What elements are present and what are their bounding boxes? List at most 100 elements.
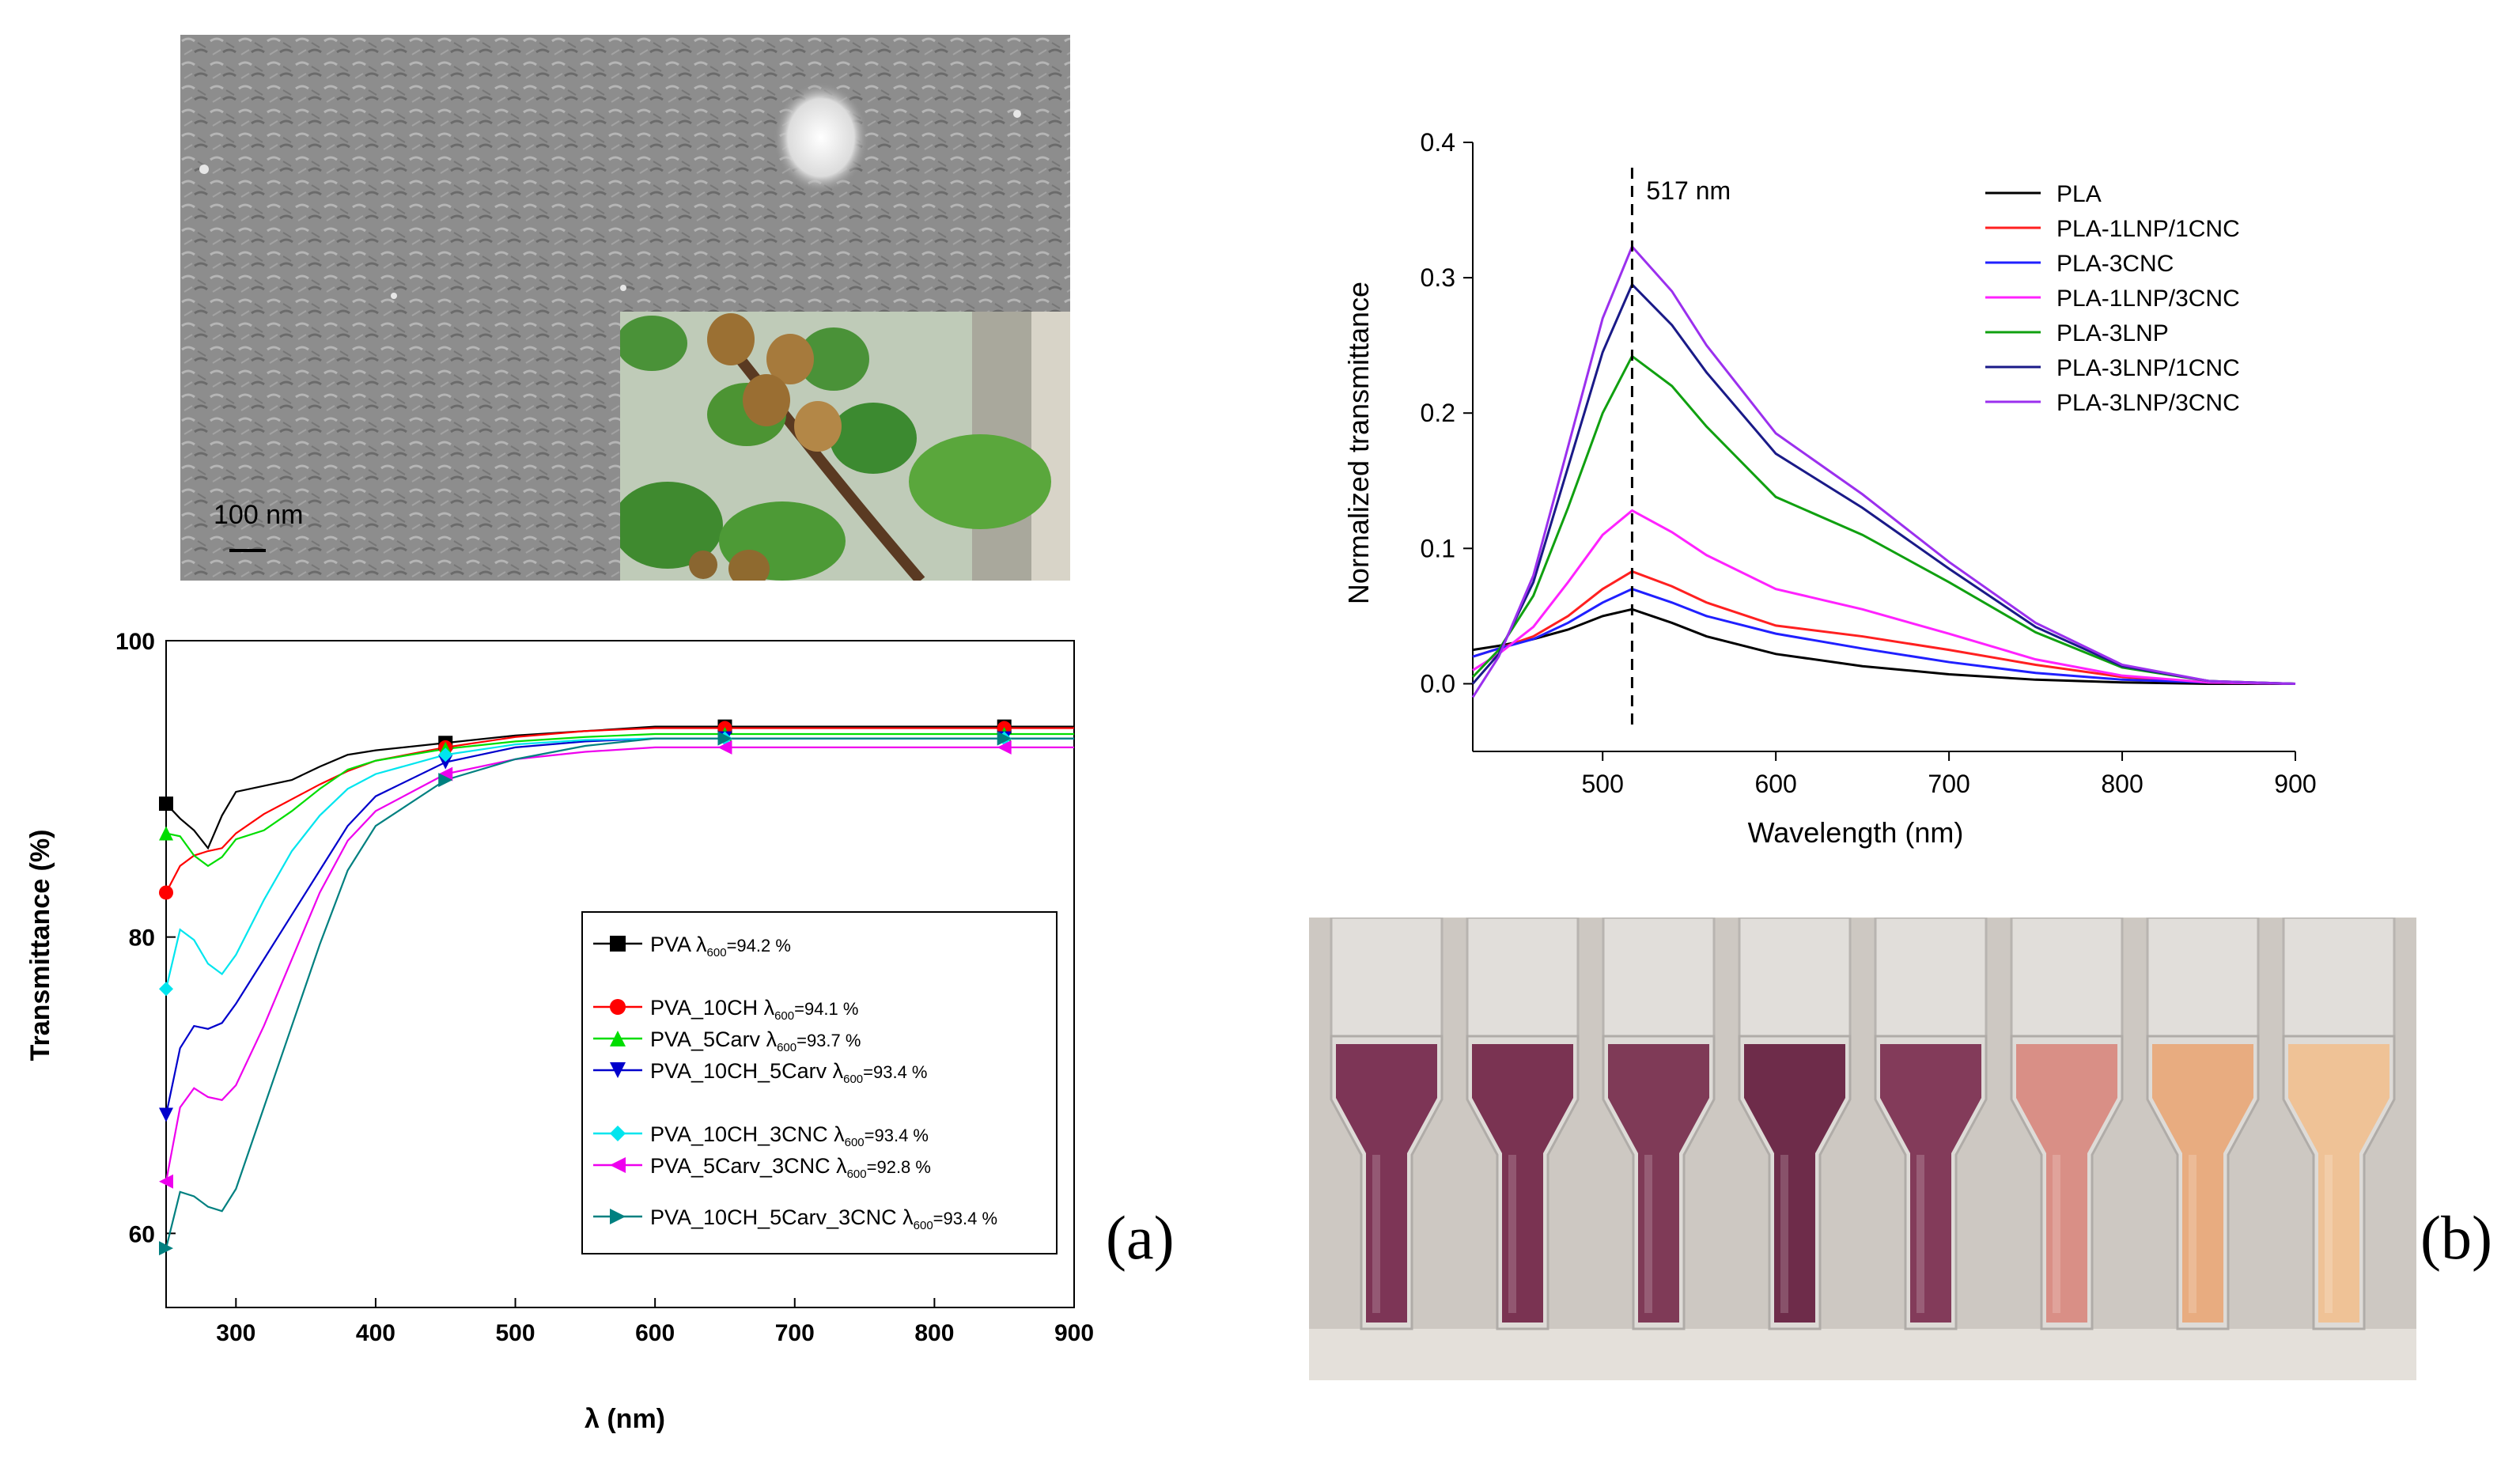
chart-a-ytick-label: 80: [129, 925, 155, 952]
chart-a-legend-lambda: λ: [766, 1027, 778, 1051]
chart-a-series-marker: [717, 731, 732, 746]
chart-a-legend-sub: 600: [845, 1136, 865, 1149]
chart-a-legend-value: =93.7 %: [796, 1031, 861, 1050]
kiwi-photo-inset: [620, 312, 1070, 581]
chart-b-ytick-label: 0.2: [1421, 399, 1455, 427]
kiwi-illustration: [620, 312, 1070, 581]
chart-b-ytick-label: 0.1: [1421, 534, 1455, 562]
chart-b-series-line: [1472, 570, 2296, 685]
cuvette-neck: [1466, 918, 1580, 1038]
chart-a-legend-label: PVA_5Carv_3CNC λ600=92.8 %: [650, 1154, 931, 1181]
chart-a-legend-label: PVA_10CH_5Carv_3CNC λ600=93.4 %: [650, 1205, 997, 1232]
cuvette: [2010, 918, 2124, 1330]
chart-a-series-marker: [159, 885, 173, 900]
chart-a-legend-value: =93.4 %: [933, 1209, 997, 1228]
chart-a-legend-box: [581, 911, 1058, 1254]
chart-a-legend-sub: 600: [777, 1041, 796, 1054]
chart-a-legend-lambda: λ: [764, 996, 775, 1020]
chart-a-plot-frame: [165, 640, 1075, 1308]
cuvette-highlight: [2325, 1155, 2333, 1313]
chart-a-legend-sub: 600: [914, 1219, 933, 1232]
chart-b-legend-label: PLA-3CNC: [2056, 251, 2174, 277]
chart-b-legend-label: PLA-1LNP/1CNC: [2056, 216, 2240, 242]
chart-a-legend-lambda: λ: [696, 933, 707, 956]
chart-a-series-marker: [159, 1174, 173, 1189]
cuvette-neck: [2010, 918, 2124, 1038]
cuvette: [2146, 918, 2260, 1330]
chart-a-legend-sub: 600: [847, 1167, 867, 1181]
chart-a-series-marker: [717, 740, 732, 755]
chart-b-xtick-label: 600: [1754, 770, 1796, 798]
chart-a-ylabel: Transmittance (%): [25, 830, 55, 1061]
chart-a-legend-lambda: λ: [836, 1154, 847, 1178]
chart-b-peak-label: 517 nm: [1646, 176, 1731, 205]
cuvette-liquid: [2152, 1044, 2253, 1323]
chart-b-xlabel: Wavelength (nm): [1748, 816, 1964, 849]
cuvette: [2282, 918, 2396, 1330]
chart-a-xtick-label: 800: [914, 1320, 954, 1346]
chart-a-series-marker: [159, 797, 173, 812]
chart-b-ytick-label: 0.3: [1421, 263, 1455, 292]
chart-a-series-marker: [438, 755, 453, 770]
chart-a-legend-label: PVA_10CH_3CNC λ600=93.4 %: [650, 1122, 929, 1149]
cuvette-base: [1309, 1329, 2416, 1380]
chart-a-legend-label: PVA_10CH_5Carv λ600=93.4 %: [650, 1059, 927, 1086]
chart-b-ylabel: Normalized transmittance: [1342, 282, 1375, 604]
chart-b-ytick-label: 0.0: [1421, 669, 1455, 698]
chart-a-axes: 300 400 500 600 700 800 900 60 80 100: [115, 629, 1094, 1346]
cuvette: [1466, 918, 1580, 1330]
chart-a-legend-value: =92.8 %: [867, 1157, 931, 1177]
cuvette-neck: [2146, 918, 2260, 1038]
cuvette-liquid: [1472, 1044, 1573, 1323]
cuvette-highlight: [1372, 1155, 1380, 1313]
chart-a-legend: PVA λ600=94.2 %PVA_10CH λ600=94.1 %PVA_5…: [581, 911, 1058, 1254]
chart-a-legend-marker: [610, 1126, 626, 1141]
chart-a-legend-value: =93.4 %: [863, 1062, 927, 1082]
cuvette-highlight: [1780, 1155, 1788, 1313]
cuvette-liquid: [2016, 1044, 2117, 1323]
sem-particle: [774, 82, 868, 193]
cuvette: [1602, 918, 1716, 1330]
chart-a-series-line: [165, 725, 1074, 850]
chart-b-series-line: [1472, 607, 2295, 685]
chart-a-legend-label: PVA_5Carv λ600=93.7 %: [650, 1027, 861, 1054]
chart-a-ytick-label: 100: [115, 629, 155, 655]
cuvette-highlight: [2189, 1155, 2196, 1313]
cuvette-neck: [2282, 918, 2396, 1038]
chart-a-legend-lambda: λ: [834, 1122, 845, 1146]
chart-a-series-line: [165, 732, 1074, 868]
chart-b: 500 600 700 800 900 0.0 0.1 0.2 0.3 0.4 517 nm PL…: [1342, 128, 2317, 849]
chart-a-legend-sub: 600: [707, 946, 727, 959]
cuvette-neck: [1738, 918, 1852, 1038]
cuvette-liquid: [1880, 1044, 1981, 1323]
panel-label-a: (a): [1106, 1203, 1175, 1272]
chart-a-legend-sub: 600: [843, 1073, 863, 1086]
cuvette-neck: [1330, 918, 1444, 1038]
chart-b-xtick-label: 800: [2101, 770, 2143, 798]
chart-b-axes: 500 600 700 800 900 0.0 0.1 0.2 0.3 0.4: [1421, 128, 2317, 798]
cuvette-highlight: [1508, 1155, 1516, 1313]
scale-bar: [229, 549, 266, 552]
chart-b-series-line: [1471, 354, 2296, 685]
chart-a-series-marker: [997, 731, 1012, 746]
chart-a-xtick-label: 500: [496, 1320, 535, 1346]
sem-micrograph: 100 nm: [180, 35, 1070, 581]
chart-b-legend: PLA PLA-1LNP/1CNC PLA-3CNC PLA-1LNP/3CNC PLA…: [1985, 181, 2240, 416]
chart-b-xtick-label: 500: [1582, 770, 1624, 798]
chart-a-legend-marker: [610, 999, 626, 1015]
chart-a-legend-lambda: λ: [833, 1059, 844, 1083]
chart-a-ytick-label: 60: [129, 1221, 155, 1247]
chart-a-xtick-label: 600: [635, 1320, 675, 1346]
chart-a-legend-marker: [610, 1062, 626, 1078]
chart-a-legend-marker: [610, 1031, 626, 1046]
chart-a-series-marker: [159, 1241, 173, 1256]
cuvette-highlight: [2053, 1155, 2060, 1313]
cuvette-neck: [1874, 918, 1988, 1038]
chart-a-legend-marker: [610, 1157, 626, 1173]
chart-b-ytick-label: 0.4: [1421, 128, 1455, 157]
cuvette-neck: [1602, 918, 1716, 1038]
chart-a-legend-value: =94.2 %: [727, 936, 791, 955]
chart-a-series-marker: [159, 1107, 173, 1122]
cuvette: [1874, 918, 1988, 1330]
